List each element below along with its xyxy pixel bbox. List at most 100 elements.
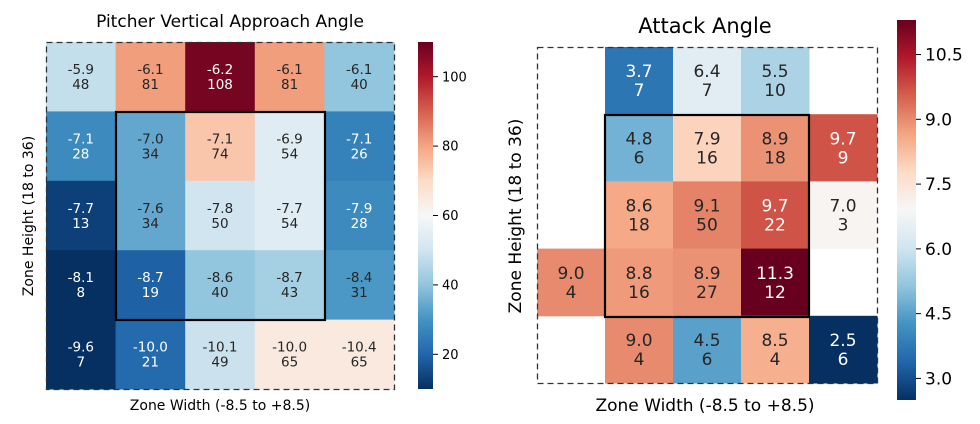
heatmap-cell: [324, 42, 395, 112]
cell-count-label: 34: [142, 146, 159, 162]
cell-angle-label: 9.7: [761, 197, 788, 217]
vaa-outer-border: [45, 41, 396, 391]
cell-count-label: 19: [142, 285, 159, 301]
aa-colorbar-ticks: 3.0 4.5 6.0 7.5 9.0 10.5: [916, 45, 963, 389]
cell-angle-label: 8.9: [761, 129, 788, 149]
aa-cells: 3.776.475.5104.867.9168.9189.798.6189.15…: [537, 47, 878, 384]
colorbar-tick-label: 100: [442, 70, 467, 85]
cell-count-label: 12: [764, 283, 786, 303]
aa-x-axis-label: Zone Width (-8.5 to +8.5): [595, 396, 814, 416]
heatmap-cell: [185, 111, 256, 182]
cell-count-label: 18: [628, 216, 650, 236]
cell-count-label: 22: [764, 216, 786, 236]
heatmap-cell: [809, 315, 878, 384]
heatmap-cell: [673, 181, 742, 250]
cell-count-label: 6: [838, 350, 849, 370]
cell-count-label: 3: [838, 216, 849, 236]
heatmap-cell: [46, 42, 117, 112]
cell-count-label: 81: [142, 77, 159, 93]
vaa-cells: -5.948-6.181-6.2108-6.181-6.140-7.128-7.…: [46, 42, 395, 390]
cell-count-label: 108: [207, 77, 233, 93]
heatmap-cell: [324, 180, 395, 251]
heatmap-cell: [46, 111, 117, 182]
cell-angle-label: -7.1: [346, 131, 372, 147]
cell-angle-label: -7.1: [68, 131, 94, 147]
cell-count-label: 48: [72, 77, 89, 93]
cell-angle-label: -7.6: [137, 201, 163, 217]
cell-count-label: 54: [281, 216, 298, 232]
cell-angle-label: -8.4: [346, 270, 372, 286]
cell-count-label: 16: [628, 283, 650, 303]
cell-angle-label: 2.5: [829, 331, 856, 351]
heatmap-cell: [673, 47, 742, 115]
cell-angle-label: -7.1: [207, 131, 233, 147]
colorbar-tick-label: 10.5: [925, 45, 963, 65]
vaa-y-axis-label: Zone Height (18 to 36): [21, 136, 37, 296]
cell-angle-label: 8.6: [625, 197, 652, 217]
cell-angle-label: 8.5: [761, 331, 788, 351]
heatmap-cell: [324, 319, 395, 390]
cell-angle-label: -7.0: [137, 131, 163, 147]
cell-angle-label: 9.0: [625, 331, 652, 351]
heatmap-cell: [115, 42, 186, 112]
heatmap-cell: [741, 315, 810, 384]
cell-angle-label: 9.7: [829, 129, 856, 149]
vaa-x-axis-label: Zone Width (-8.5 to +8.5): [130, 398, 310, 414]
cell-angle-label: -10.1: [203, 340, 238, 356]
heatmap-cell: [741, 181, 810, 250]
cell-angle-label: -6.2: [207, 62, 233, 78]
cell-count-label: 34: [142, 216, 159, 232]
colorbar-tick-label: 7.5: [925, 175, 952, 195]
cell-count-label: 7: [77, 355, 86, 371]
colorbar-tick-label: 20: [442, 348, 459, 363]
heatmap-cell: [46, 250, 117, 321]
heatmap-cell: [46, 180, 117, 251]
heatmap-cell: [809, 181, 878, 250]
cell-count-label: 74: [211, 146, 228, 162]
heatmap-cell: [185, 180, 256, 251]
cell-angle-label: -7.9: [346, 201, 372, 217]
cell-angle-label: -5.9: [68, 62, 94, 78]
cell-angle-label: -6.1: [137, 62, 163, 78]
heatmap-cell: [605, 248, 674, 317]
heatmap-cell: [605, 181, 674, 250]
cell-angle-label: -10.4: [342, 340, 377, 356]
heatmap-cell: [741, 47, 810, 115]
cell-angle-label: -6.9: [276, 131, 302, 147]
heatmap-cell: [605, 47, 674, 115]
cell-count-label: 8: [77, 285, 86, 301]
cell-angle-label: -8.7: [276, 270, 302, 286]
heatmap-cell: [254, 42, 325, 112]
cell-count-label: 9: [838, 148, 849, 168]
aa-y-axis-label: Zone Height (18 to 36): [506, 119, 526, 314]
cell-count-label: 16: [696, 148, 718, 168]
heatmap-cell: [741, 248, 810, 317]
heatmap-cell: [115, 319, 186, 390]
cell-count-label: 4: [566, 283, 577, 303]
cell-count-label: 50: [211, 216, 228, 232]
vaa-title: Pitcher Vertical Approach Angle: [96, 12, 364, 32]
heatmap-cell: [673, 248, 742, 317]
cell-angle-label: -8.1: [68, 270, 94, 286]
cell-angle-label: 4.5: [693, 331, 720, 351]
heatmap-cell: [115, 111, 186, 182]
cell-angle-label: 5.5: [761, 62, 788, 82]
vaa-colorbar-ticks: 20 40 60 80 100: [433, 70, 467, 363]
heatmap-cell: [185, 42, 256, 112]
heatmap-cell: [185, 319, 256, 390]
cell-count-label: 28: [72, 146, 89, 162]
cell-count-label: 7: [702, 81, 713, 101]
aa-strike-zone: [603, 113, 811, 319]
cell-angle-label: -7.7: [276, 201, 302, 217]
cell-count-label: 28: [351, 216, 368, 232]
cell-angle-label: -6.1: [276, 62, 302, 78]
vaa-strike-zone: [114, 110, 327, 322]
colorbar-tick-label: 80: [442, 140, 459, 155]
cell-count-label: 65: [351, 355, 368, 371]
colorbar-tick-label: 6.0: [925, 240, 952, 260]
cell-count-label: 31: [351, 285, 368, 301]
cell-angle-label: -8.7: [137, 270, 163, 286]
cell-angle-label: 8.8: [625, 264, 652, 284]
colorbar-tick-label: 60: [442, 209, 459, 224]
